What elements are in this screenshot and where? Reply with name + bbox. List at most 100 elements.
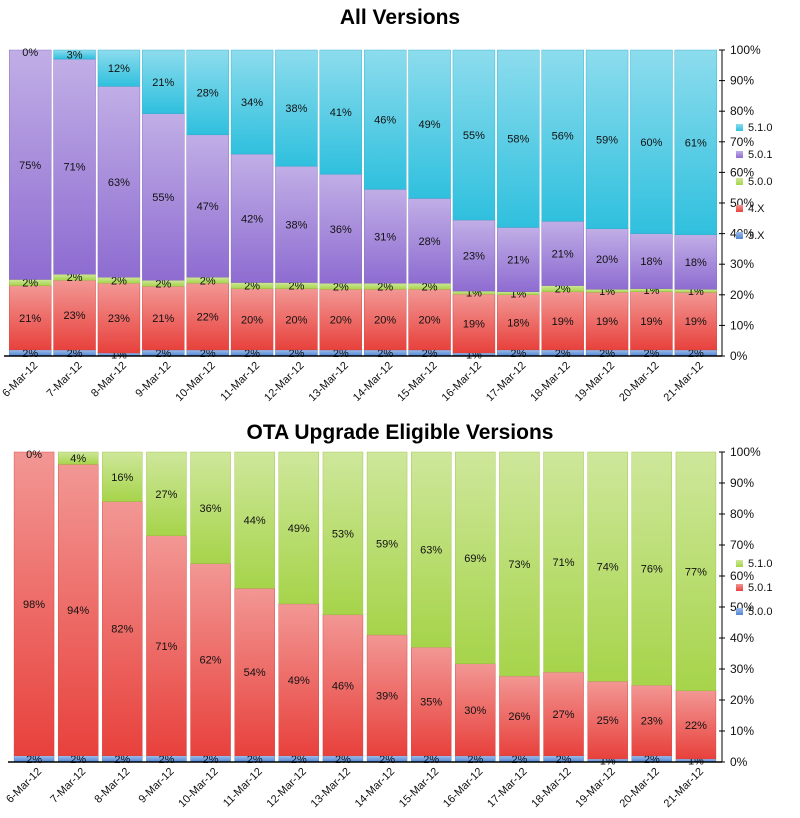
x-tick-label-20-mar-12: 20-Mar-12 xyxy=(617,360,661,404)
data-label-5-1-0-7-mar-12: 4% xyxy=(70,453,86,465)
legend-label-5-1-0: 5.1.0 xyxy=(748,558,772,570)
chart-title-all-versions: All Versions xyxy=(339,6,461,29)
data-label-3-x-10-mar-12: 2% xyxy=(200,348,216,360)
bar-segment-5-0-1-7-mar-12 xyxy=(57,464,99,756)
bar-segment-5-0-1-18-mar-12 xyxy=(543,671,584,756)
data-label-5-0-1-19-mar-12: 20% xyxy=(596,254,618,266)
data-label-5-0-1-10-mar-12: 62% xyxy=(200,655,222,667)
bar-segment-5-0-1-13-mar-12 xyxy=(322,614,364,757)
data-label-4-x-12-mar-12: 20% xyxy=(285,314,307,326)
data-label-4-x-8-mar-12: 23% xyxy=(108,313,130,325)
data-label-5-0-1-14-mar-12: 31% xyxy=(374,231,396,243)
bar-segment-4-x-21-mar-12 xyxy=(674,292,718,351)
data-label-5-0-1-6-mar-12: 98% xyxy=(23,599,45,611)
x-tick-label-17-mar-12: 17-Mar-12 xyxy=(484,360,528,404)
data-label-5-0-1-15-mar-12: 28% xyxy=(419,236,441,248)
data-label-5-0-0-12-mar-12: 2% xyxy=(291,754,307,766)
data-label-5-1-0-10-mar-12: 28% xyxy=(197,87,219,99)
bar-segment-5-0-1-11-mar-12 xyxy=(230,153,274,283)
y-tick-label-100: 100% xyxy=(730,445,761,459)
y-tick-label-80: 80% xyxy=(730,507,754,521)
data-label-4-x-6-mar-12: 21% xyxy=(19,313,41,325)
bar-segment-5-1-0-9-mar-12 xyxy=(146,451,187,536)
data-label-4-x-11-mar-12: 20% xyxy=(241,314,263,326)
data-label-5-0-0-18-mar-12: 2% xyxy=(556,754,572,766)
y-tick-label-90: 90% xyxy=(730,476,754,490)
bar-segment-5-1-0-18-mar-12 xyxy=(541,49,584,222)
legend-label-5-0-1: 5.0.1 xyxy=(748,582,772,594)
data-label-5-1-0-8-mar-12: 16% xyxy=(111,472,133,484)
bar-segment-5-0-1-15-mar-12 xyxy=(408,198,451,284)
bar-segment-4-x-15-mar-12 xyxy=(408,289,451,351)
data-label-5-0-0-13-mar-12: 2% xyxy=(335,754,351,766)
x-tick-label-13-mar-12: 13-Mar-12 xyxy=(309,766,353,810)
bar-segment-5-1-0-9-mar-12 xyxy=(142,49,185,114)
bar-segment-5-0-1-17-mar-12 xyxy=(497,227,540,292)
bar-segment-4-x-18-mar-12 xyxy=(541,291,584,351)
bar-segment-5-0-1-17-mar-12 xyxy=(499,675,540,757)
bar-segment-4-x-13-mar-12 xyxy=(319,289,363,351)
x-tick-label-15-mar-12: 15-Mar-12 xyxy=(395,360,439,404)
data-label-5-0-0-13-mar-12: 2% xyxy=(333,281,349,293)
data-label-4-x-7-mar-12: 23% xyxy=(64,310,86,322)
x-tick-label-7-mar-12: 7-Mar-12 xyxy=(45,360,85,400)
data-label-5-1-0-13-mar-12: 53% xyxy=(332,528,354,540)
x-tick-label-21-mar-12: 21-Mar-12 xyxy=(662,360,706,404)
data-label-3-x-17-mar-12: 2% xyxy=(510,348,526,360)
data-label-5-0-1-17-mar-12: 21% xyxy=(507,255,529,267)
x-tick-label-9-mar-12: 9-Mar-12 xyxy=(133,360,173,400)
y-tick-label-30: 30% xyxy=(730,257,754,271)
data-label-3-x-21-mar-12: 2% xyxy=(688,348,704,360)
data-label-4-x-18-mar-12: 19% xyxy=(552,316,574,328)
data-label-5-0-1-19-mar-12: 25% xyxy=(597,715,619,727)
bar-segment-5-1-0-7-mar-12 xyxy=(53,49,96,60)
data-label-5-0-1-17-mar-12: 26% xyxy=(508,711,530,723)
bar-segment-5-1-0-8-mar-12 xyxy=(102,451,143,502)
x-tick-label-15-mar-12: 15-Mar-12 xyxy=(397,766,441,810)
bar-segment-5-0-1-10-mar-12 xyxy=(190,563,231,756)
y-tick-label-70: 70% xyxy=(730,538,754,552)
data-label-5-0-0-9-mar-12: 2% xyxy=(155,278,171,290)
bar-segment-4-x-14-mar-12 xyxy=(363,289,407,351)
chart-title-ota-eligible: OTA Upgrade Eligible Versions xyxy=(246,421,554,444)
data-label-5-0-0-7-mar-12: 2% xyxy=(67,272,83,284)
bar-segment-5-0-1-15-mar-12 xyxy=(410,647,452,756)
bar-segment-5-1-0-12-mar-12 xyxy=(275,49,318,167)
data-label-3-x-13-mar-12: 2% xyxy=(333,348,349,360)
bar-segment-4-x-11-mar-12 xyxy=(230,288,274,351)
data-label-5-0-1-9-mar-12: 55% xyxy=(152,192,174,204)
legend-label-5-0-1: 5.0.1 xyxy=(748,149,772,161)
bar-segment-5-0-1-7-mar-12 xyxy=(53,58,96,275)
y-tick-label-10: 10% xyxy=(730,724,754,738)
data-label-5-0-1-6-mar-12: 75% xyxy=(19,160,41,172)
data-label-5-0-1-12-mar-12: 49% xyxy=(288,675,310,687)
data-label-5-1-0-20-mar-12: 60% xyxy=(640,137,662,149)
data-label-5-0-0-8-mar-12: 2% xyxy=(114,754,130,766)
y-tick-label-40: 40% xyxy=(730,631,754,645)
bar-segment-5-1-0-15-mar-12 xyxy=(410,451,452,648)
data-label-5-1-0-20-mar-12: 76% xyxy=(641,564,663,576)
legend-swatch-3-x xyxy=(736,232,743,239)
data-label-5-1-0-21-mar-12: 61% xyxy=(685,137,707,149)
bar-segment-5-1-0-11-mar-12 xyxy=(234,451,275,589)
bar-segment-5-0-1-19-mar-12 xyxy=(587,681,628,760)
y-tick-label-0: 0% xyxy=(730,349,748,363)
bar-segment-5-1-0-14-mar-12 xyxy=(363,49,407,190)
x-tick-label-10-mar-12: 10-Mar-12 xyxy=(176,766,220,810)
bar-segment-5-0-1-11-mar-12 xyxy=(234,588,275,757)
y-tick-label-70: 70% xyxy=(730,135,754,149)
x-tick-label-14-mar-12: 14-Mar-12 xyxy=(351,360,395,404)
x-tick-label-11-mar-12: 11-Mar-12 xyxy=(221,766,265,810)
data-label-4-x-10-mar-12: 22% xyxy=(197,312,219,324)
data-label-5-1-0-16-mar-12: 69% xyxy=(464,553,486,565)
data-label-5-1-0-13-mar-12: 41% xyxy=(330,107,352,119)
bar-segment-5-1-0-18-mar-12 xyxy=(543,451,584,673)
data-label-5-0-1-10-mar-12: 47% xyxy=(197,201,219,213)
data-label-5-0-0-14-mar-12: 2% xyxy=(377,281,393,293)
data-label-5-0-0-7-mar-12: 2% xyxy=(70,754,86,766)
legend-swatch-5-0-0 xyxy=(736,178,743,185)
data-label-5-1-0-17-mar-12: 58% xyxy=(507,134,529,146)
legend-1: 5.1.0 5.0.1 5.0.0 4.X 3.X xyxy=(736,122,772,242)
bar-segment-5-1-0-11-mar-12 xyxy=(230,49,274,155)
